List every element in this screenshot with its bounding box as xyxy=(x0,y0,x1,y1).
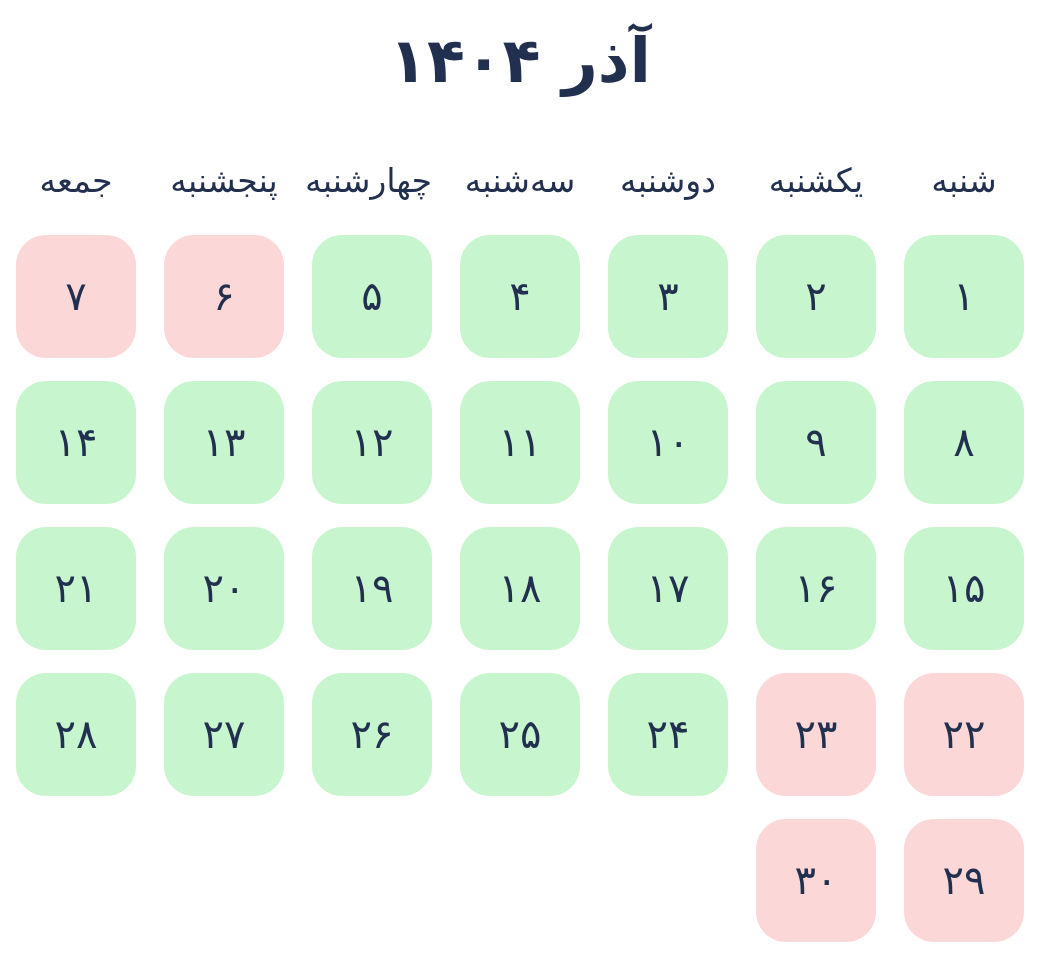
day-cell[interactable]: ۱۹ xyxy=(312,527,432,651)
day-cell[interactable]: ۱۳ xyxy=(164,381,284,505)
day-cell[interactable]: ۲۰ xyxy=(164,527,284,651)
weekday-header-row: شنبه یکشنبه دوشنبه سه‌شنبه چهارشنبه پنجشنبه جم… xyxy=(0,156,1040,206)
day-cell[interactable]: ۱۸ xyxy=(460,527,580,651)
day-cell[interactable]: ۷ xyxy=(16,235,136,359)
day-cell[interactable]: ۱۴ xyxy=(16,381,136,505)
day-cell[interactable]: ۲۷ xyxy=(164,673,284,797)
day-cell[interactable]: ۱۱ xyxy=(460,381,580,505)
day-cell[interactable]: ۲۳ xyxy=(756,673,876,797)
day-cell[interactable]: ۲۸ xyxy=(16,673,136,797)
day-cell[interactable]: ۱۷ xyxy=(608,527,728,651)
weekday-header: سه‌شنبه xyxy=(464,160,576,200)
weekday-header: چهارشنبه xyxy=(305,160,432,200)
day-cell[interactable]: ۵ xyxy=(312,235,432,359)
day-cell[interactable]: ۱۶ xyxy=(756,527,876,651)
weekday-header: پنجشنبه xyxy=(170,160,278,200)
day-cell[interactable]: ۶ xyxy=(164,235,284,359)
day-cell[interactable]: ۴ xyxy=(460,235,580,359)
calendar: آذر ۱۴۰۴ شنبه یکشنبه دوشنبه سه‌شنبه چهارشنبه… xyxy=(0,24,1040,943)
day-cell[interactable]: ۱ xyxy=(904,235,1024,359)
day-cell[interactable]: ۲۹ xyxy=(904,819,1024,943)
weekday-header: جمعه xyxy=(39,160,113,200)
weekday-header: شنبه xyxy=(931,160,997,200)
day-cell[interactable]: ۳۰ xyxy=(756,819,876,943)
weekday-header: دوشنبه xyxy=(620,160,716,200)
calendar-grid: ۱ ۲ ۳ ۴ ۵ ۶ ۷ ۸ ۹ ۱۰ ۱۱ ۱۲ ۱۳ ۱۴ ۱۵ ۱۶ ۱۷ ۱۸ ۱۹ ۲۰ ۲۱ ۲۲ ۲۳ ۲۴ ۲… xyxy=(0,235,1040,943)
calendar-title: آذر ۱۴۰۴ xyxy=(389,24,651,97)
day-cell[interactable]: ۱۰ xyxy=(608,381,728,505)
day-cell[interactable]: ۹ xyxy=(756,381,876,505)
day-cell[interactable]: ۲ xyxy=(756,235,876,359)
day-cell[interactable]: ۲۶ xyxy=(312,673,432,797)
day-cell[interactable]: ۲۴ xyxy=(608,673,728,797)
day-cell[interactable]: ۸ xyxy=(904,381,1024,505)
day-cell[interactable]: ۱۵ xyxy=(904,527,1024,651)
weekday-header: یکشنبه xyxy=(768,160,864,200)
day-cell[interactable]: ۱۲ xyxy=(312,381,432,505)
day-cell[interactable]: ۲۲ xyxy=(904,673,1024,797)
day-cell[interactable]: ۲۱ xyxy=(16,527,136,651)
day-cell[interactable]: ۳ xyxy=(608,235,728,359)
day-cell[interactable]: ۲۵ xyxy=(460,673,580,797)
